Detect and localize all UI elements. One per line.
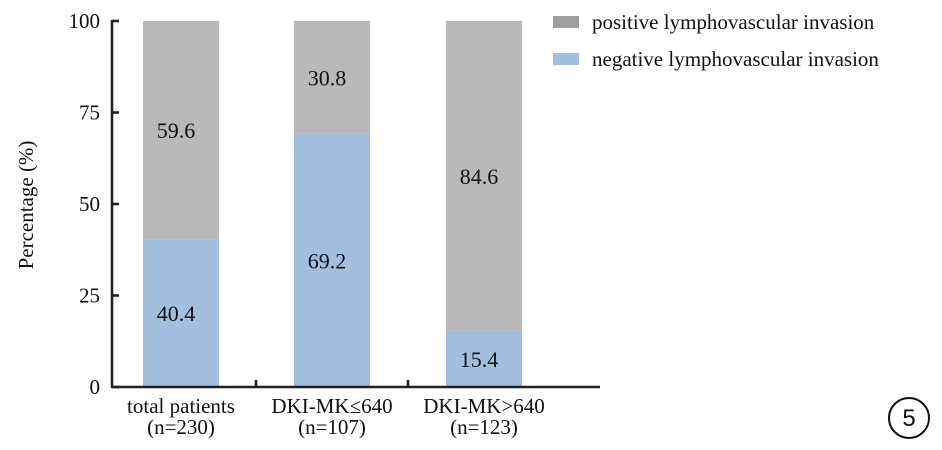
y-tick-label: 75 <box>79 101 100 125</box>
y-tick-label: 50 <box>79 192 100 216</box>
bar-segment <box>143 21 219 240</box>
bar-segment <box>294 133 370 387</box>
data-label: 40.4 <box>157 301 196 326</box>
legend-label: positive lymphovascular invasion <box>592 10 875 34</box>
y-tick-label: 100 <box>69 9 101 33</box>
x-tick-label: (n=107) <box>298 415 366 439</box>
x-tick-label: (n=230) <box>147 415 215 439</box>
legend-label: negative lymphovascular invasion <box>592 47 879 71</box>
bar-segment <box>446 21 522 331</box>
x-tick-label: DKI-MK>640 <box>423 394 545 418</box>
bar-segment <box>446 330 522 387</box>
y-tick-label: 25 <box>79 284 100 308</box>
legend-swatch <box>553 16 579 28</box>
bar-segment <box>294 21 370 134</box>
y-axis-label: Percentage (%) <box>14 141 38 270</box>
data-label: 69.2 <box>308 248 347 273</box>
figure-badge: 5 <box>888 397 930 439</box>
axes-layer: 0 25 50 75 100 total patients(n=230) DKI-MK≤64… <box>69 9 600 439</box>
bars-layer: 40.4 59.6 69.2 30.8 15.4 84.6 <box>143 21 522 387</box>
y-tick-label: 0 <box>90 375 101 399</box>
x-tick-label: DKI-MK≤640 <box>271 394 392 418</box>
data-label: 15.4 <box>460 347 499 372</box>
figure-badge-circle <box>888 397 930 439</box>
data-label: 84.6 <box>460 164 499 189</box>
x-tick-label: (n=123) <box>450 415 518 439</box>
legend-swatch <box>553 53 579 65</box>
data-label: 59.6 <box>157 118 196 143</box>
x-tick-label: total patients <box>127 394 235 418</box>
data-label: 30.8 <box>308 65 347 90</box>
legend: positive lymphovascular invasion negative… <box>553 10 879 71</box>
bar-segment <box>143 239 219 387</box>
figure-badge-number: 5 <box>902 405 915 432</box>
